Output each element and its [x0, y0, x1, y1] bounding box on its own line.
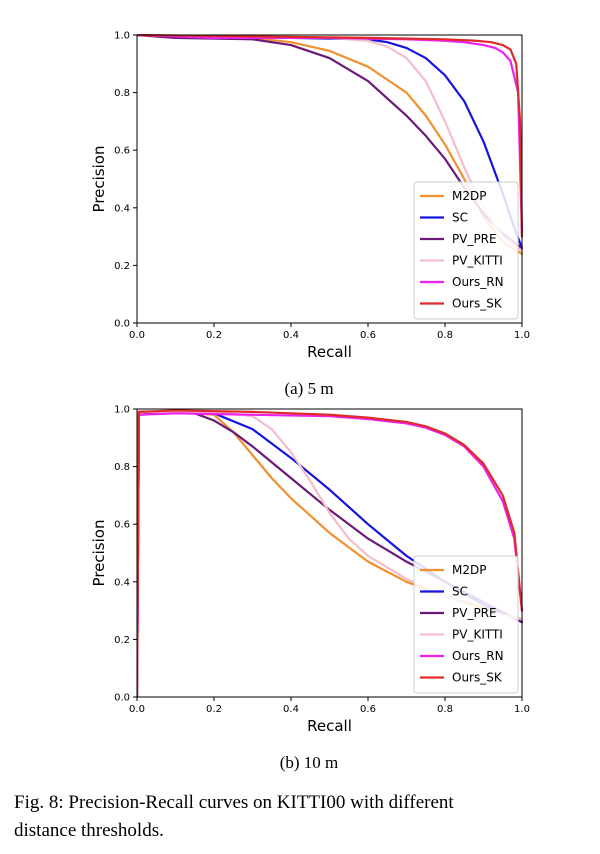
x-tick-label: 1.0	[514, 330, 530, 341]
legend-label-pv-kitti: PV_KITTI	[452, 628, 503, 642]
legend-label-pv-pre: PV_PRE	[452, 232, 497, 246]
figure-caption-line-2: distance thresholds.	[14, 820, 164, 841]
legend-label-ours-rn: Ours_RN	[452, 275, 504, 289]
x-axis-label: Recall	[307, 717, 352, 735]
legend-box	[413, 555, 519, 694]
x-tick-label: 0.8	[437, 704, 453, 715]
y-tick-label: 0.8	[114, 88, 130, 99]
subcaption-a: (a) 5 m	[284, 379, 333, 398]
y-tick-label: 0.6	[114, 146, 130, 157]
figure-caption-line-1: Fig. 8: Precision-Recall curves on KITTI…	[14, 792, 454, 813]
chart-b: 0.0 0.2 0.4 0.6 0.8 1.0 0.0 0.2 0.4 0.6 0.8 1.0 Reca…	[90, 405, 530, 736]
axes-frame	[136, 34, 523, 324]
series-line-ours-sk	[137, 409, 523, 698]
legend-label-ours-sk: Ours_SK	[452, 671, 503, 685]
legend-label-sc: SC	[452, 211, 468, 225]
legend-label-ours-rn: Ours_RN	[452, 649, 504, 663]
series-line-ours-rn	[137, 412, 523, 698]
legend-label-m2dp: M2DP	[452, 563, 486, 577]
legend-box	[413, 181, 519, 320]
series-line-ours-sk	[137, 34, 523, 238]
x-tick-label: 0.0	[129, 704, 145, 715]
legend-label-ours-sk: Ours_SK	[452, 297, 503, 311]
y-axis-label: Precision	[90, 520, 108, 587]
subcaption-b: (b) 10 m	[280, 753, 339, 772]
x-tick-label: 0.4	[283, 704, 299, 715]
x-tick-label: 0.4	[283, 330, 299, 341]
y-tick-label: 0.4	[114, 203, 130, 214]
x-tick-label: 0.0	[129, 330, 145, 341]
legend: M2DP SC PV_PRE PV_KITTI Ours_RN Ours_SK	[413, 181, 519, 320]
legend-label-m2dp: M2DP	[452, 189, 486, 203]
series-group	[137, 34, 523, 255]
y-tick-label: 1.0	[114, 405, 130, 416]
x-tick-label: 1.0	[514, 704, 530, 715]
x-tick-label: 0.6	[360, 704, 376, 715]
chart-a: 0.0 0.2 0.4 0.6 0.8 1.0 0.0 0.2 0.4 0.6 0.8 1.0 Reca…	[90, 31, 530, 362]
y-tick-label: 1.0	[114, 31, 130, 42]
legend-label-sc: SC	[452, 585, 468, 599]
x-axis-label: Recall	[307, 343, 352, 361]
y-axis-label: Precision	[90, 146, 108, 213]
legend: M2DP SC PV_PRE PV_KITTI Ours_RN Ours_SK	[413, 555, 519, 694]
y-tick-label: 0.0	[114, 319, 130, 330]
y-tick-label: 0.6	[114, 520, 130, 531]
x-tick-label: 0.2	[206, 330, 222, 341]
legend-label-pv-pre: PV_PRE	[452, 606, 497, 620]
y-tick-label: 0.4	[114, 577, 130, 588]
axes-frame	[136, 408, 523, 698]
y-tick-label: 0.2	[114, 261, 130, 272]
x-tick-label: 0.2	[206, 704, 222, 715]
y-tick-label: 0.8	[114, 462, 130, 473]
y-tick-label: 0.2	[114, 635, 130, 646]
y-tick-label: 0.0	[114, 693, 130, 704]
x-tick-label: 0.8	[437, 330, 453, 341]
legend-label-pv-kitti: PV_KITTI	[452, 254, 503, 268]
x-tick-label: 0.6	[360, 330, 376, 341]
